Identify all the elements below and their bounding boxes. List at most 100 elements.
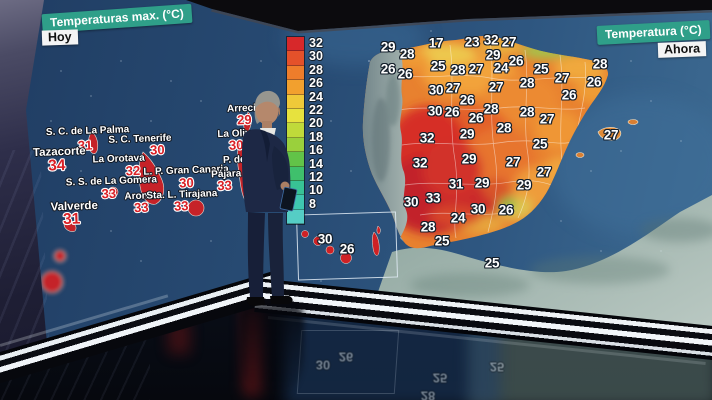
map-temp-label: 29 — [516, 177, 532, 193]
map-temp-label: 27 — [501, 34, 517, 50]
reflected-temp-label: 30 — [315, 357, 331, 373]
legend-value: 22 — [309, 103, 323, 117]
sea-sparkle — [50, 120, 52, 122]
presenter-lapel — [260, 130, 270, 162]
sea-sparkle — [320, 280, 322, 282]
legend-value: 26 — [309, 76, 323, 91]
canary-islands — [40, 111, 253, 294]
sea-sparkle — [170, 80, 172, 82]
legend-value: 24 — [309, 89, 323, 104]
legend-value: 16 — [309, 143, 323, 158]
map-temp-label: 29 — [380, 39, 396, 55]
sea-sparkle — [620, 150, 622, 152]
sea-sparkle — [680, 140, 682, 142]
station-value: 33 — [101, 185, 117, 202]
map-temp-label: 29 — [461, 151, 477, 167]
legend-color-cell — [287, 65, 304, 81]
map-temp-label: 28 — [496, 120, 512, 136]
map-temp-label: 28 — [519, 75, 535, 91]
sea-sparkle — [60, 70, 62, 72]
map-temp-label: 17 — [428, 35, 444, 51]
legend-value: 8 — [309, 196, 316, 211]
legend-value: 30 — [309, 49, 323, 64]
legend-color-cell — [287, 137, 304, 153]
map-temp-label: 30 — [428, 82, 444, 98]
map-temp-label: 26 — [459, 92, 475, 108]
legend-color-cell — [287, 152, 304, 167]
legend-color-cell — [287, 108, 304, 124]
map-temp-label: 33 — [425, 190, 441, 206]
province-borders — [397, 39, 601, 239]
map-temp-label: 28 — [519, 104, 535, 120]
map-temp-label: 23 — [464, 34, 480, 50]
presenter-arm — [272, 146, 289, 190]
map-temp-label: 28 — [483, 101, 499, 117]
station-value: 33 — [173, 198, 189, 214]
sea-sparkle — [368, 60, 370, 62]
sea-sparkle — [80, 170, 82, 172]
map-temp-label: 27 — [536, 164, 552, 180]
map-temp-label: 26 — [397, 66, 413, 82]
sea-sparkle — [120, 60, 122, 62]
color-scale-bar — [286, 35, 305, 226]
sea-sparkle — [430, 30, 432, 32]
presenter-head — [255, 97, 279, 125]
legend-value: 28 — [309, 62, 323, 77]
sea-sparkle — [90, 95, 92, 97]
map-temp-label: 30 — [403, 194, 419, 210]
legend-value: 10 — [309, 183, 323, 198]
sea-sparkle — [210, 240, 212, 242]
map-temp-label: 26 — [468, 110, 484, 126]
map-temp-label: 25 — [532, 136, 548, 152]
legend-color-cell — [287, 80, 304, 95]
map-temp-label: 27 — [445, 80, 461, 96]
map-temp-label: 28 — [399, 46, 415, 62]
map-temp-label: 28 — [420, 219, 436, 235]
africa-terrain-shading — [410, 218, 712, 297]
map-temp-label: 25 — [484, 255, 500, 271]
presenter-leg — [247, 212, 265, 298]
map-temp-label: 26 — [586, 74, 602, 90]
legend-color-cell — [287, 94, 304, 109]
presenter-nose — [278, 107, 280, 117]
map-temp-label: 26 — [508, 53, 524, 69]
legend-value: 12 — [309, 170, 323, 184]
sea-sparkle — [140, 260, 142, 262]
legend-value: 20 — [309, 116, 323, 131]
map-temp-label: 32 — [412, 155, 428, 171]
map-temp-label: 27 — [554, 70, 570, 86]
sea-sparkle — [660, 250, 662, 252]
map-temp-label: 29 — [474, 175, 490, 191]
sea-sparkle — [560, 220, 562, 222]
station-value: 31 — [62, 210, 81, 229]
sea-sparkle — [590, 170, 592, 172]
reflected-temp-label: 26 — [338, 349, 354, 365]
sea-sparkle — [260, 60, 262, 62]
sea-light-patch — [550, 95, 712, 235]
map-temp-label: 25 — [434, 233, 450, 249]
presenter-shoe — [270, 296, 293, 304]
map-temp-label: 32 — [483, 32, 499, 48]
map-temp-label: 30 — [427, 103, 443, 119]
sea-sparkle — [600, 250, 602, 252]
map-temp-label: 24 — [493, 60, 509, 76]
map-temp-label: 27 — [468, 61, 484, 77]
presenter-clicker-tablet — [279, 186, 298, 212]
legend-value: 14 — [309, 156, 323, 171]
sea-sparkle — [200, 100, 202, 102]
presenter-shoe — [246, 297, 265, 306]
map-temp-label: 24 — [450, 210, 466, 226]
legend-value: 32 — [309, 36, 323, 50]
map-temp-label: 27 — [603, 127, 619, 143]
portugal-terrain-shading — [372, 74, 400, 182]
map-temp-label: 26 — [561, 87, 577, 103]
reflected-temp-label: 28 — [420, 388, 436, 400]
station-value: 30 — [149, 141, 165, 158]
map-temp-label: 25 — [533, 61, 549, 77]
map-temp-label: 26 — [498, 202, 514, 218]
presenter-leg — [268, 213, 284, 297]
presenter-hair — [255, 90, 280, 109]
legend-color-cell — [287, 123, 304, 138]
legend-color-cell — [287, 51, 304, 66]
